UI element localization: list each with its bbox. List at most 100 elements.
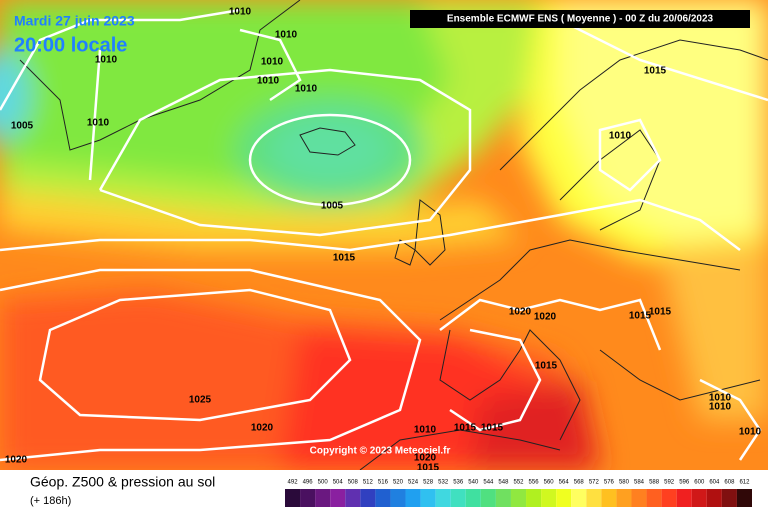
scale-label: 528: [423, 480, 434, 486]
scale-label: 520: [393, 480, 404, 486]
isobar-1025: [38, 288, 352, 422]
isobar-label: 1010: [739, 427, 762, 438]
coast-africa: [359, 429, 561, 471]
isobar-1015: [0, 18, 768, 252]
scale-swatch: [676, 489, 692, 507]
isobar-1015-south: [449, 328, 762, 461]
isobar-1010-greenland: [0, 8, 302, 181]
scale-swatch: [721, 489, 737, 507]
scale-swatch: [435, 489, 451, 507]
scale-label: 532: [438, 480, 449, 486]
scale-label: 500: [318, 480, 329, 486]
scale-swatch: [375, 489, 391, 507]
scale-swatch: [420, 489, 436, 507]
legend-title: Géop. Z500 & pression au sol: [30, 474, 215, 490]
isobar-label: 1020: [509, 307, 532, 318]
scale-label: 516: [378, 480, 389, 486]
scale-label: 564: [559, 480, 570, 486]
scale-label: 572: [589, 480, 600, 486]
scale-label: 536: [453, 480, 464, 486]
isobar-label: 1010: [95, 55, 118, 66]
scale-swatch: [330, 489, 346, 507]
field-paleyellow: [560, 0, 768, 240]
scale-label: 604: [709, 480, 720, 486]
scale-label: 496: [303, 480, 314, 486]
coast-iceland: [299, 127, 356, 156]
scale-swatch: [510, 489, 527, 507]
isobar-label: 1005: [321, 201, 344, 212]
scale-label: 556: [529, 480, 540, 486]
isobar-label: 1015: [333, 253, 356, 264]
scale-swatch: [646, 489, 662, 507]
isobar-label: 1015: [417, 463, 440, 474]
scale-label: 592: [664, 480, 675, 486]
isobar-label: 1020: [251, 423, 274, 434]
coast-europe: [439, 239, 761, 441]
scale-swatch: [541, 489, 557, 507]
scale-label: 580: [619, 480, 630, 486]
legend-subtitle: (+ 186h): [30, 495, 71, 507]
scale-label: 504: [333, 480, 344, 486]
scale-swatch: [480, 489, 496, 507]
scale-label: 512: [363, 480, 374, 486]
scale-label: 600: [694, 480, 705, 486]
scale-swatch: [706, 489, 722, 507]
isobars: [0, 8, 768, 462]
scale-swatch: [300, 489, 316, 507]
scale-swatch: [315, 489, 331, 507]
isobar-label: 1010: [709, 393, 732, 404]
scale-label: 540: [468, 480, 479, 486]
header-box: [410, 10, 750, 28]
scale-label: 584: [634, 480, 645, 486]
scale-swatch: [586, 489, 602, 507]
isobar-label: 1010: [275, 30, 298, 41]
isobar-label: 1015: [644, 66, 667, 77]
header: Ensemble ECMWF ENS ( Moyenne ) - 00 Z du…: [447, 14, 714, 25]
scale-swatch: [571, 489, 587, 507]
scale-label: 548: [498, 480, 509, 486]
scale-swatch: [691, 489, 707, 507]
scale-swatch: [450, 489, 466, 507]
scale-label: 596: [679, 480, 690, 486]
coast-scandinavia: [499, 39, 768, 231]
isobar-label: 1005: [11, 121, 34, 132]
scale-label: 544: [483, 480, 494, 486]
scale-swatch: [465, 489, 481, 507]
field-gold: [0, 190, 520, 250]
isobar-label: 1020: [5, 455, 28, 466]
date-title: Mardi 27 juin 2023: [14, 13, 135, 29]
scale-swatch: [345, 489, 361, 507]
isobar-label: 1010: [87, 118, 110, 129]
scale-swatch: [285, 489, 301, 507]
scale-swatch: [405, 489, 421, 507]
field-darkred: [470, 380, 600, 470]
scale-swatch: [390, 489, 406, 507]
scale-swatch: [360, 489, 376, 507]
field-east: [660, 240, 768, 420]
isobar-1005: [248, 113, 412, 207]
time-title: 20:00 locale: [14, 34, 127, 56]
isobar-label: 1010: [609, 131, 632, 142]
isobar-label: 1015: [454, 423, 477, 434]
scale-label: 608: [724, 480, 735, 486]
isobar-label: 1010: [261, 57, 284, 68]
scale-label: 612: [739, 480, 750, 486]
scale-label: 552: [513, 480, 524, 486]
scale-swatch: [616, 489, 632, 507]
color-scale: 492 496 500 504 508 512 516 520 524 528 532 536 540 5…: [285, 480, 752, 507]
isobar-1020: [0, 268, 662, 462]
isobar-label: 1010: [709, 402, 732, 413]
isobar-label: 1020: [534, 312, 557, 323]
scale-swatch: [601, 489, 617, 507]
scale-label: 560: [544, 480, 555, 486]
isobar-label: 1015: [535, 361, 558, 372]
scale-swatch: [526, 489, 542, 507]
scale-swatch: [495, 489, 511, 507]
field-low: [270, 115, 390, 185]
scale-label: 576: [604, 480, 615, 486]
scale-label: 568: [574, 480, 585, 486]
isobar-label: 1010: [257, 76, 280, 87]
isobar-1010-scand: [598, 118, 662, 192]
